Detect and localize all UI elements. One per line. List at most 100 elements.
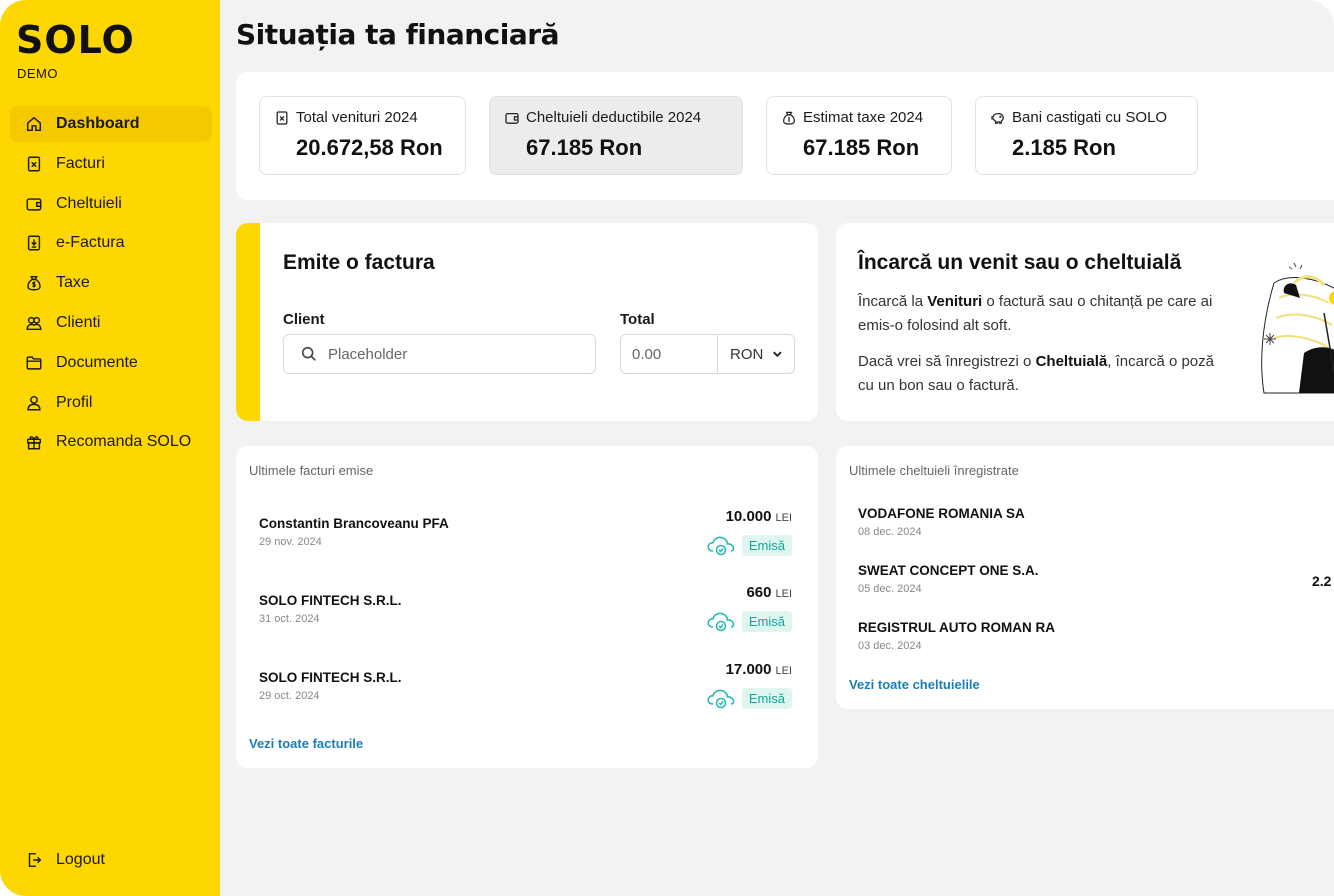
- sidebar-item-label: Recomanda SOLO: [56, 433, 192, 451]
- sidebar-item-label: Cheltuieli: [56, 194, 122, 212]
- sidebar-item-clienti[interactable]: Clienti: [10, 305, 212, 341]
- upload-card: Încarcă un venit sau o cheltuială Încarc…: [836, 223, 1334, 421]
- wallet-icon: [24, 194, 44, 214]
- upload-title: Încarcă un venit sau o cheltuială: [858, 251, 1182, 274]
- user-icon: [24, 393, 44, 413]
- status-badge: Emisă: [741, 610, 792, 632]
- sidebar-item-label: Facturi: [56, 154, 105, 172]
- sidebar-item-documente[interactable]: Documente: [10, 345, 212, 381]
- invoice-client-name: SOLO FINTECH S.R.L.: [259, 593, 402, 608]
- invoice-amount: 660 LEI: [746, 584, 792, 601]
- client-placeholder: Placeholder: [328, 345, 408, 363]
- stat-label: Cheltuieli deductibile 2024: [526, 109, 702, 126]
- sidebar-item-profil[interactable]: Profil: [10, 385, 212, 421]
- currency-select[interactable]: RON: [717, 335, 794, 373]
- recent-invoices-card: Ultimele facturi emise Constantin Branco…: [236, 446, 818, 768]
- expense-name: VODAFONE ROMANIA SA: [858, 506, 1025, 521]
- invoice-amount: 17.000 LEI: [725, 661, 792, 678]
- invoice-status: Emisă: [705, 610, 792, 632]
- client-search-input[interactable]: Placeholder: [283, 334, 596, 374]
- logout-button[interactable]: Logout: [24, 850, 105, 870]
- money-bag-icon: [783, 111, 795, 125]
- e-invoice-icon: [24, 233, 44, 253]
- stat-total-venituri[interactable]: Total venituri 2024 20.672,58 Ron: [259, 96, 466, 175]
- logout-icon: [24, 850, 44, 870]
- total-placeholder: 0.00: [632, 345, 662, 363]
- chevron-down-icon: [773, 351, 782, 358]
- view-all-expenses-link[interactable]: Vezi toate cheltuielile: [849, 677, 980, 692]
- stats-card: Total venituri 2024 20.672,58 Ron Cheltu…: [236, 72, 1334, 200]
- stat-label: Total venituri 2024: [296, 109, 418, 126]
- gift-icon: [24, 432, 44, 452]
- sidebar: SOLO DEMO Dashboard Facturi Cheltuieli e…: [0, 0, 220, 896]
- cloud-check-icon: [707, 536, 735, 556]
- invoice-form-title: Emite o factura: [283, 251, 435, 274]
- cloud-check-icon: [707, 612, 735, 632]
- invoice-icon: [24, 154, 44, 174]
- invoice-date: 29 oct. 2024: [259, 690, 320, 702]
- sidebar-nav: Dashboard Facturi Cheltuieli e-Factura T…: [10, 106, 212, 464]
- expense-date: 05 dec. 2024: [858, 583, 922, 595]
- wallet-icon: [505, 112, 519, 124]
- recent-expenses-card: Ultimele cheltuieli înregistrate VODAFON…: [836, 446, 1334, 709]
- sidebar-item-e-factura[interactable]: e-Factura: [10, 225, 212, 261]
- upload-illustration: [1261, 262, 1334, 394]
- upload-paragraph-2: Dacă vrei să înregistrezi o Cheltuială, …: [858, 353, 1214, 394]
- stat-value: 67.185 Ron: [526, 135, 643, 160]
- stat-value: 20.672,58 Ron: [296, 135, 443, 160]
- invoice-icon: [276, 110, 288, 125]
- home-icon: [24, 114, 44, 134]
- recent-expenses-title: Ultimele cheltuieli înregistrate: [849, 463, 1019, 478]
- sidebar-item-dashboard[interactable]: Dashboard: [10, 106, 212, 142]
- sidebar-item-label: e-Factura: [56, 234, 125, 252]
- sidebar-item-label: Taxe: [56, 274, 90, 292]
- clients-icon: [24, 313, 44, 333]
- currency-value: RON: [730, 345, 764, 363]
- invoice-date: 29 nov. 2024: [259, 536, 322, 548]
- stat-bani-castigati[interactable]: Bani castigati cu SOLO 2.185 Ron: [975, 96, 1198, 175]
- logo[interactable]: SOLO: [16, 18, 135, 62]
- logo-subtitle: DEMO: [17, 66, 58, 81]
- folder-icon: [24, 353, 44, 373]
- logout-label: Logout: [56, 851, 105, 868]
- stat-label: Bani castigati cu SOLO: [1012, 109, 1168, 126]
- view-all-invoices-link[interactable]: Vezi toate facturile: [249, 736, 364, 751]
- sidebar-item-facturi[interactable]: Facturi: [10, 146, 212, 182]
- expense-date: 08 dec. 2024: [858, 526, 922, 538]
- sidebar-item-recomanda[interactable]: Recomanda SOLO: [10, 424, 212, 460]
- status-badge: Emisă: [741, 534, 792, 556]
- sidebar-item-label: Clienti: [56, 313, 101, 331]
- sidebar-item-cheltuieli[interactable]: Cheltuieli: [10, 186, 212, 222]
- sidebar-item-label: Dashboard: [56, 115, 140, 132]
- total-label: Total: [620, 311, 655, 328]
- accent-bar: [236, 223, 260, 421]
- status-badge: Emisă: [741, 687, 792, 709]
- invoice-form-card: Emite o factura Client Placeholder Total…: [236, 223, 818, 421]
- search-icon: [301, 346, 316, 361]
- recent-invoices-title: Ultimele facturi emise: [249, 463, 374, 478]
- sidebar-item-label: Profil: [56, 393, 93, 411]
- stat-estimat-taxe[interactable]: Estimat taxe 2024 67.185 Ron: [766, 96, 952, 175]
- expense-name: REGISTRUL AUTO ROMAN RA: [858, 620, 1056, 635]
- stat-cheltuieli-deductibile[interactable]: Cheltuieli deductibile 2024 67.185 Ron: [489, 96, 743, 175]
- cloud-check-icon: [707, 689, 735, 709]
- invoice-amount: 10.000 LEI: [725, 508, 792, 525]
- invoice-client-name: SOLO FINTECH S.R.L.: [259, 670, 402, 685]
- piggy-bank-icon: [991, 112, 1004, 124]
- upload-paragraph-1: Încarcă la Venituri o factură sau o chit…: [858, 293, 1213, 334]
- expense-amount: 2.2: [1312, 573, 1332, 589]
- expense-date: 03 dec. 2024: [858, 640, 922, 652]
- stat-value: 2.185 Ron: [1012, 135, 1116, 160]
- sidebar-item-label: Documente: [56, 353, 138, 371]
- sidebar-item-taxe[interactable]: Taxe: [10, 265, 212, 301]
- expense-name: SWEAT CONCEPT ONE S.A.: [858, 563, 1039, 578]
- stat-label: Estimat taxe 2024: [803, 109, 924, 126]
- money-bag-icon: [24, 273, 44, 293]
- invoice-status: Emisă: [705, 534, 792, 556]
- page-title: Situația ta financiară: [236, 18, 559, 51]
- total-input[interactable]: 0.00 RON: [620, 334, 795, 374]
- invoice-date: 31 oct. 2024: [259, 613, 320, 625]
- invoice-client-name: Constantin Brancoveanu PFA: [259, 516, 449, 531]
- client-label: Client: [283, 311, 325, 328]
